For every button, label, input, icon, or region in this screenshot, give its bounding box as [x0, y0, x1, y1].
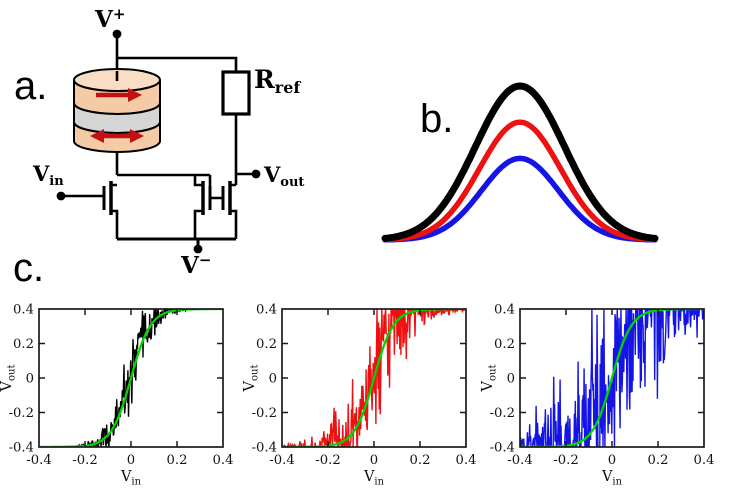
magnetization-arrow-fixed-head [128, 88, 142, 102]
panel-c-label: c. [13, 246, 45, 290]
bell-curve-black [381, 82, 659, 242]
x-tick-label: -0.2 [72, 453, 97, 468]
y-tick-label: -0.4 [252, 441, 277, 456]
x-tick-label: -0.2 [315, 453, 340, 468]
panel-a-circuit-svg: V+ Rref Vin Vout V− [32, 5, 304, 279]
plot-data-group [282, 309, 466, 447]
plot-data-group [39, 309, 223, 447]
transfer-plot-red: -0.4 -0.2 0 0.2 0.4 0.4 0.2 0 -0.2 -0.4 Vin Vout [243, 303, 477, 488]
r-ref-label: Rref [254, 65, 301, 97]
sigmoid-fit [282, 309, 466, 447]
y-axis-label: Vout [243, 365, 261, 393]
y-tick-label: 0 [507, 372, 515, 387]
x-tick-label: 0.2 [167, 453, 188, 468]
x-tick-label: -0.4 [269, 453, 294, 468]
transistor-m1 [102, 181, 113, 215]
v-minus-label: V− [180, 251, 211, 279]
mtj-device [73, 68, 161, 153]
x-tick-label: -0.4 [26, 453, 51, 468]
v-plus-label: V+ [94, 5, 125, 33]
v-in-label: Vin [32, 161, 64, 189]
v-in-node [56, 191, 66, 201]
x-axis-label: Vin [601, 469, 623, 488]
bell-curve-red [382, 119, 658, 243]
x-axis-label: Vin [363, 469, 385, 488]
magnetization-arrow-free-head-left [90, 129, 104, 143]
x-tick-label: 0.4 [213, 453, 234, 468]
transfer-plot-black: -0.4 -0.2 0 0.2 0.4 0.4 0.2 0 -0.2 -0.4 Vin Vout [0, 303, 234, 488]
v-out-label: Vout [263, 162, 304, 190]
y-tick-label: 0.4 [256, 303, 277, 318]
y-axis-label: Vout [0, 365, 18, 393]
panel-b-label: b. [420, 97, 454, 141]
noisy-response-red [282, 309, 466, 447]
x-tick-label: 0.4 [694, 453, 715, 468]
x-tick-label: 0.2 [410, 453, 431, 468]
y-tick-label: 0.2 [256, 337, 277, 352]
v-plus-node [112, 29, 122, 39]
y-tick-label: -0.2 [9, 406, 34, 421]
x-tick-label: 0 [608, 453, 616, 468]
x-tick-label: 0.4 [456, 453, 477, 468]
panel-a-label: a. [14, 64, 48, 108]
x-tick-label: -0.2 [553, 453, 578, 468]
sigmoid-fit [39, 309, 223, 447]
transistor-m2 [201, 181, 212, 215]
y-tick-label: -0.4 [490, 441, 515, 456]
transistor-m3 [221, 181, 232, 215]
y-tick-label: -0.4 [9, 441, 34, 456]
ground-rail [117, 237, 236, 245]
bell-curve-blue [382, 155, 658, 243]
y-tick-label: 0.4 [494, 303, 515, 318]
y-tick-label: -0.2 [490, 406, 515, 421]
x-tick-label: 0.2 [648, 453, 669, 468]
y-tick-label: 0.2 [494, 337, 515, 352]
x-tick-label: -0.4 [507, 453, 532, 468]
y-tick-label: 0 [269, 372, 277, 387]
v-out-node [251, 169, 261, 179]
plot-data-group [520, 309, 704, 447]
x-tick-label: 0 [370, 453, 378, 468]
x-axis-label: Vin [120, 469, 142, 488]
y-tick-label: 0.2 [13, 337, 34, 352]
y-tick-label: -0.2 [252, 406, 277, 421]
v-minus-node [193, 244, 203, 254]
transfer-plot-blue: -0.4 -0.2 0 0.2 0.4 0.4 0.2 0 -0.2 -0.4 Vin Vout [481, 303, 715, 488]
resistor-body [221, 70, 251, 116]
y-axis-label: Vout [481, 365, 499, 393]
x-tick-label: 0 [127, 453, 135, 468]
bell-curves-svg [381, 82, 659, 243]
noisy-response-blue [520, 309, 704, 447]
magnetization-arrow-free-head-right [130, 129, 144, 143]
y-tick-label: 0 [26, 372, 34, 387]
y-tick-label: 0.4 [13, 303, 34, 318]
